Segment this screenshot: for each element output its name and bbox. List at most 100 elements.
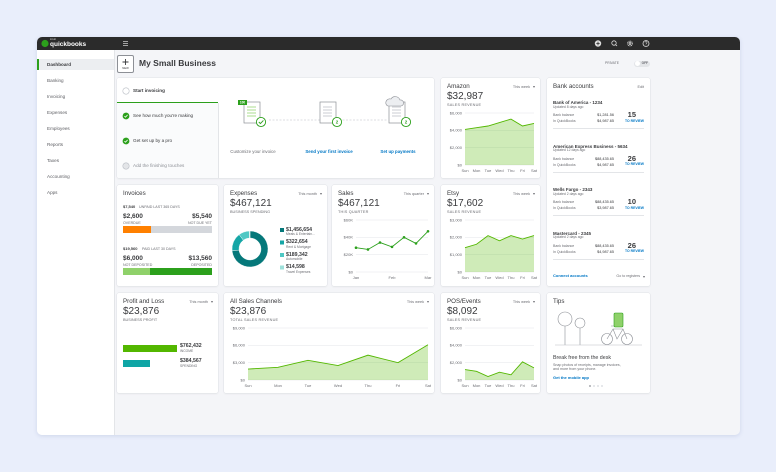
- pager-dot: [593, 385, 595, 387]
- segment-name: OVERDUE: [123, 221, 141, 225]
- x-tick-label: Sun: [244, 383, 251, 388]
- card-subtitle: TOTAL SALES REVENUE: [230, 317, 279, 322]
- x-tick-label: Fri: [520, 168, 525, 173]
- period-select[interactable]: This week: [512, 299, 530, 304]
- invoices-card: Invoices $7,540 UNPAID LAST 365 DAYS $2,600…: [117, 185, 218, 286]
- separator: [553, 171, 644, 172]
- x-tick-label: Wed: [495, 383, 503, 388]
- segment-amount: $6,000: [123, 255, 143, 262]
- amazon-card: Amazon This week $32,987 SALES REVENUE $0 $2,…: [441, 78, 540, 178]
- add-icon[interactable]: [594, 40, 602, 47]
- expenses-card: Expenses This month $467,121 BUSINESS SPEND…: [224, 185, 327, 286]
- x-tick-label: Tue: [485, 275, 493, 280]
- profit-loss-card: Profit and Loss This month $23,876 BUSINESS…: [117, 293, 218, 393]
- menu-icon[interactable]: [123, 41, 128, 46]
- cloud-icon: [385, 96, 404, 107]
- badge: [400, 116, 412, 128]
- x-tick-label: Fri: [396, 383, 401, 388]
- settings-icon[interactable]: [627, 40, 633, 47]
- tip-link[interactable]: Get the mobile app: [553, 375, 590, 380]
- group-caption: PAID LAST 30 DAYS: [142, 247, 176, 251]
- y-tick-label: $2,000: [450, 145, 463, 150]
- review-count: 10: [627, 197, 636, 206]
- review-link[interactable]: TO REVIEW: [625, 249, 644, 253]
- period-select[interactable]: This quarter: [403, 191, 424, 196]
- new-button[interactable]: NEW: [117, 55, 134, 73]
- setup-step[interactable]: Add the finishing touches: [117, 153, 219, 178]
- period-select[interactable]: This month: [189, 299, 208, 304]
- period-select[interactable]: This week: [512, 191, 530, 196]
- x-tick-label: Mon: [473, 383, 481, 388]
- new-label: NEW: [122, 65, 129, 70]
- account-updated: Updated 12 days ago: [553, 148, 586, 152]
- x-tick-label: Mar: [425, 275, 433, 280]
- help-icon[interactable]: [642, 40, 650, 47]
- nav-item[interactable]: Dashboard: [47, 62, 71, 67]
- setup-step[interactable]: See how much you're making: [117, 103, 219, 129]
- card-subtitle: BUSINESS SPENDING: [230, 209, 271, 214]
- review-link[interactable]: TO REVIEW: [625, 118, 644, 123]
- setup-caption: Customize your invoice: [230, 149, 276, 154]
- point: [426, 229, 430, 233]
- y-tick-label: $9,000: [233, 325, 246, 330]
- connect-link[interactable]: Connect accounts: [553, 273, 588, 278]
- nav-item[interactable]: Expenses: [47, 110, 68, 115]
- logo-mark: [41, 39, 49, 48]
- card-title: Profit and Loss: [123, 298, 165, 305]
- card-total: $17,602: [447, 198, 484, 209]
- nav-item[interactable]: Employees: [47, 126, 70, 131]
- segment-bar: [123, 268, 151, 275]
- account-name: American Express Business - 5634: [553, 143, 628, 149]
- nav-item[interactable]: Reports: [47, 142, 64, 147]
- qb-amount: $4,987.65: [597, 249, 614, 254]
- balance-label: Bank balance: [553, 200, 575, 204]
- qb-label: In QuickBooks: [553, 206, 576, 210]
- segment-name: NOT DEPOSITED: [123, 263, 153, 267]
- registers-select[interactable]: Go to registers: [616, 274, 640, 279]
- y-tick-label: $2,000: [450, 360, 463, 365]
- period-select[interactable]: This week: [406, 299, 424, 304]
- nav-item[interactable]: Banking: [47, 78, 64, 83]
- period-select[interactable]: This week: [512, 84, 530, 89]
- private-toggle[interactable]: OFF: [634, 60, 650, 67]
- phone: [613, 312, 624, 328]
- x-tick-label: Sun: [461, 168, 468, 173]
- nav-item[interactable]: Apps: [47, 190, 58, 195]
- icon-text: 100: [240, 101, 246, 105]
- y-tick-label: $1,000: [450, 252, 463, 257]
- setup-illustrations: 100 2 2: [238, 96, 412, 128]
- card-total: $8,092: [447, 306, 478, 317]
- donut: [231, 228, 284, 270]
- legend-amount: $322,654: [286, 239, 308, 245]
- review-link[interactable]: TO REVIEW: [625, 162, 644, 166]
- period-select[interactable]: This month: [298, 191, 317, 196]
- setup-step[interactable]: Get set up by a pro: [117, 128, 219, 154]
- step-icon: [122, 161, 130, 170]
- step-open: [122, 161, 130, 170]
- separator: [553, 258, 644, 259]
- x-tick-label: Feb: [389, 275, 397, 280]
- search-icon[interactable]: [611, 40, 618, 47]
- step-label: Add the finishing touches: [133, 163, 185, 168]
- balance-label: Bank balance: [553, 156, 575, 161]
- point: [354, 246, 358, 250]
- nav-selected: [37, 59, 114, 70]
- x-tick-label: Thu: [508, 383, 515, 388]
- nav-item[interactable]: Accounting: [47, 174, 70, 179]
- point: [414, 242, 418, 245]
- card-subtitle: SALES REVENUE: [447, 209, 482, 214]
- edit-link[interactable]: Edit: [637, 84, 644, 89]
- private-label: PRIVATE: [604, 61, 619, 65]
- setup-step[interactable]: Start invoicing: [117, 78, 218, 104]
- segment-amount: $5,540: [192, 213, 212, 220]
- qb-label: In QuickBooks: [553, 162, 576, 167]
- icon-text: 2: [336, 120, 339, 125]
- nav-item[interactable]: Invoicing: [47, 94, 66, 99]
- setup-caption[interactable]: Set up payments: [380, 149, 416, 154]
- setup-caption[interactable]: Send your first invoice: [305, 149, 353, 154]
- y-tick-label: $6,000: [233, 343, 246, 348]
- review-link[interactable]: TO REVIEW: [625, 205, 644, 210]
- pos-card: POS/Events This week $8,092 SALES REVENUE $0…: [441, 293, 540, 393]
- pl-bar: [123, 345, 177, 352]
- nav-item[interactable]: Taxes: [47, 158, 59, 163]
